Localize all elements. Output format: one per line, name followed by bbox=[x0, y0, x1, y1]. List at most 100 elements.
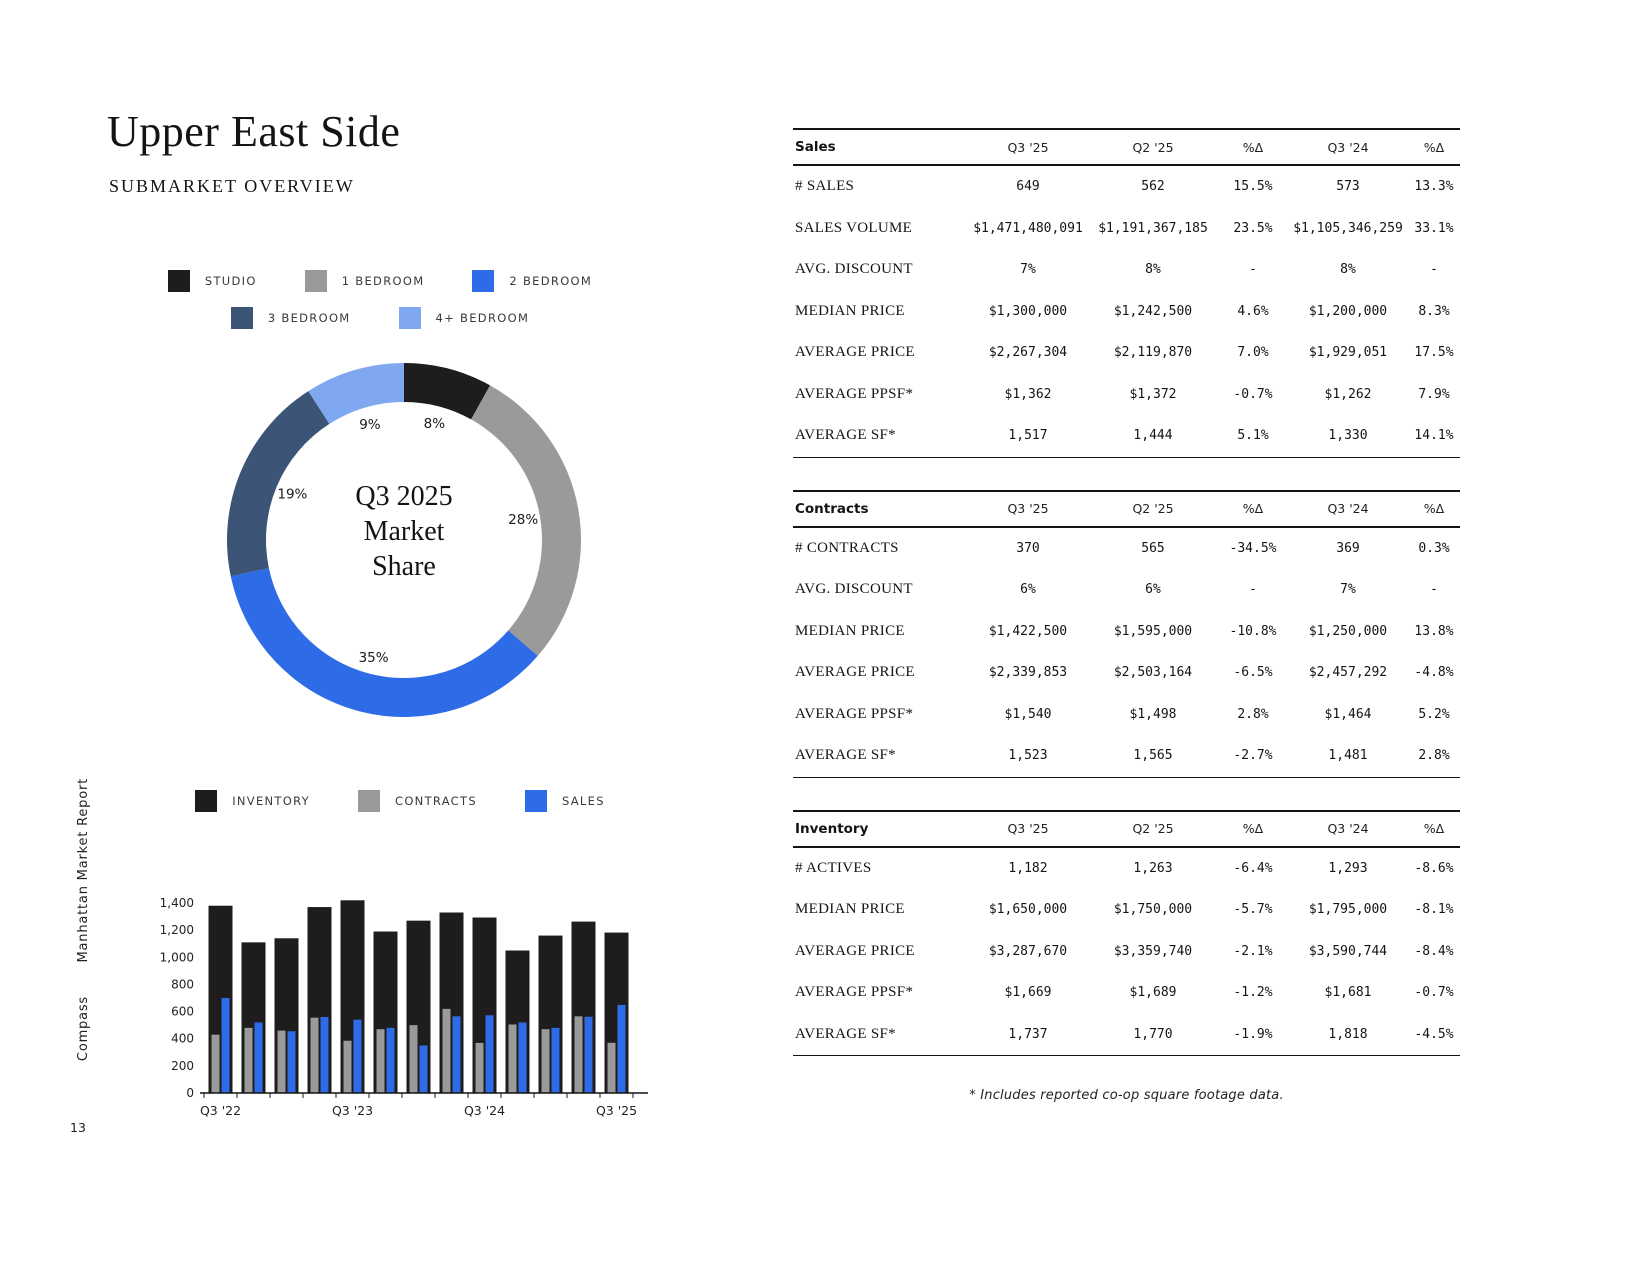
table-row-average-price: AVERAGE PRICE $2,339,853 $2,503,164 -6.5% $2… bbox=[793, 652, 1460, 694]
legend-swatch-2-bedroom bbox=[472, 270, 495, 292]
cell-value: $1,372 bbox=[1129, 386, 1177, 402]
cell-value: 1,737 bbox=[1008, 1026, 1048, 1042]
cell-value: 7.9% bbox=[1418, 386, 1450, 402]
cell-value: 1,770 bbox=[1133, 1026, 1173, 1042]
cell-value: $1,650,000 bbox=[988, 902, 1068, 918]
bar-sales bbox=[584, 1016, 593, 1093]
cell-value: 2.8% bbox=[1418, 748, 1450, 764]
bar-contracts bbox=[211, 1034, 220, 1093]
bar-sales bbox=[254, 1022, 263, 1093]
cell-value: $3,590,744 bbox=[1308, 943, 1388, 959]
legend-swatch-4-bedroom bbox=[398, 307, 421, 329]
legend-label-inventory: INVENTORY bbox=[232, 794, 310, 808]
cell-value: 1,565 bbox=[1133, 748, 1173, 764]
cell-value: $1,498 bbox=[1129, 706, 1177, 722]
cell-value: -6.4% bbox=[1233, 860, 1273, 876]
legend-label-3-bedroom: 3 BEDROOM bbox=[267, 311, 351, 325]
cell-value: $3,359,740 bbox=[1113, 943, 1193, 959]
column-header: %Δ bbox=[1423, 821, 1445, 836]
y-axis-tick-label: 200 bbox=[171, 1059, 194, 1073]
column-header: Q2 '25 bbox=[1132, 501, 1174, 516]
donut-slice-percent-1-bedroom: 28% bbox=[508, 512, 538, 528]
legend-item-2-bedroom: 2 BEDROOM bbox=[472, 270, 592, 292]
table-row-average-sf: AVERAGE SF* 1,523 1,565 -2.7% 1,481 2.8% bbox=[793, 735, 1460, 777]
x-axis-tick-label: Q3 '22 bbox=[200, 1103, 241, 1118]
y-axis-tick-label: 1,400 bbox=[160, 896, 194, 910]
table-row-actives: # ACTIVES 1,182 1,263 -6.4% 1,293 -8.6% bbox=[793, 848, 1460, 890]
legend-swatch-studio bbox=[167, 270, 190, 292]
cell-value: 1,517 bbox=[1008, 428, 1048, 444]
bar-contracts bbox=[541, 1029, 550, 1093]
cell-value: 7.0% bbox=[1237, 345, 1269, 361]
row-label: AVERAGE PRICE bbox=[795, 664, 915, 681]
legend-row: STUDIO 1 BEDROOM 2 BEDROOM bbox=[100, 270, 660, 292]
cell-value: 13.8% bbox=[1414, 623, 1454, 639]
cell-value: $1,464 bbox=[1324, 706, 1372, 722]
bar-sales bbox=[320, 1017, 329, 1093]
cell-value: 562 bbox=[1141, 179, 1165, 195]
x-axis-tick-label: Q3 '23 bbox=[332, 1103, 373, 1118]
cell-value: -8.4% bbox=[1414, 943, 1454, 959]
table-header-row: Sales Q3 '25 Q2 '25 %Δ Q3 '24 %Δ bbox=[793, 130, 1460, 166]
bar-sales bbox=[419, 1045, 428, 1093]
cell-value: 5.1% bbox=[1237, 428, 1269, 444]
donut-slice-studio bbox=[404, 363, 491, 420]
row-label: AVERAGE PRICE bbox=[795, 942, 915, 959]
table-row-median-price: MEDIAN PRICE $1,422,500 $1,595,000 -10.8% $1… bbox=[793, 611, 1460, 653]
bar-sales bbox=[617, 1004, 626, 1093]
cell-value: -1.2% bbox=[1233, 985, 1273, 1001]
legend-row: 3 BEDROOM 4+ BEDROOM bbox=[100, 307, 660, 329]
row-label: AVERAGE SF* bbox=[795, 427, 896, 444]
y-axis-tick-label: 0 bbox=[186, 1086, 194, 1100]
cell-value: $1,750,000 bbox=[1113, 902, 1193, 918]
legend-swatch-contracts bbox=[357, 790, 380, 812]
bar-sales bbox=[287, 1031, 296, 1093]
cell-value: $2,339,853 bbox=[988, 665, 1068, 681]
table-row-sales: # SALES 649 562 15.5% 573 13.3% bbox=[793, 166, 1460, 208]
donut-slice-1-bedroom bbox=[471, 385, 581, 656]
bar-contracts bbox=[343, 1040, 352, 1093]
legend-label-sales: SALES bbox=[561, 794, 605, 808]
y-axis-tick-label: 1,200 bbox=[160, 923, 194, 937]
donut-slice-4-bedroom bbox=[308, 363, 404, 424]
row-label: AVERAGE PPSF* bbox=[795, 385, 914, 402]
cell-value: $1,262 bbox=[1324, 386, 1372, 402]
cell-value: $1,681 bbox=[1324, 985, 1372, 1001]
cell-value: $1,242,500 bbox=[1113, 303, 1193, 319]
cell-value: -1.9% bbox=[1233, 1026, 1273, 1042]
cell-value: 15.5% bbox=[1233, 179, 1273, 195]
legend-swatch-inventory bbox=[195, 790, 218, 812]
cell-value: 4.6% bbox=[1237, 303, 1269, 319]
donut-slice-percent-4-bedroom: 9% bbox=[359, 417, 381, 433]
bar-sales bbox=[386, 1027, 395, 1093]
column-header: Q3 '24 bbox=[1327, 139, 1369, 155]
bar-sales bbox=[353, 1019, 362, 1093]
y-axis-tick-label: 600 bbox=[171, 1005, 194, 1019]
cell-value: 1,523 bbox=[1008, 748, 1048, 764]
table-title-sales: Sales bbox=[795, 139, 836, 155]
legend-label-1-bedroom: 1 BEDROOM bbox=[341, 274, 425, 288]
cell-value: $1,422,500 bbox=[988, 623, 1068, 639]
table-row-sales-volume: SALES VOLUME $1,471,480,091 $1,191,367,185… bbox=[793, 208, 1460, 250]
cell-value: $1,200,000 bbox=[1308, 303, 1388, 319]
x-axis-tick-label: Q3 '24 bbox=[464, 1103, 505, 1118]
column-header: %Δ bbox=[1423, 139, 1445, 155]
bar-sales bbox=[452, 1016, 461, 1093]
legend-swatch-sales bbox=[524, 790, 547, 812]
cell-value: 370 bbox=[1016, 540, 1040, 556]
column-header: Q2 '25 bbox=[1132, 139, 1174, 155]
legend-swatch-3-bedroom bbox=[230, 307, 253, 329]
table-title-inventory: Inventory bbox=[795, 820, 869, 837]
table-row-average-sf: AVERAGE SF* 1,737 1,770 -1.9% 1,818 -4.5% bbox=[793, 1014, 1460, 1056]
cell-value: -8.6% bbox=[1414, 860, 1454, 876]
cell-value: $2,457,292 bbox=[1308, 665, 1388, 681]
cell-value: $3,287,670 bbox=[988, 943, 1068, 959]
bar-contracts bbox=[277, 1030, 286, 1093]
column-header: Q3 '25 bbox=[1007, 139, 1049, 155]
legend-swatch-1-bedroom bbox=[304, 270, 327, 292]
bar-sales bbox=[221, 998, 230, 1093]
column-header: %Δ bbox=[1242, 501, 1264, 516]
cell-value: - bbox=[1249, 262, 1257, 278]
column-header: %Δ bbox=[1242, 821, 1264, 836]
